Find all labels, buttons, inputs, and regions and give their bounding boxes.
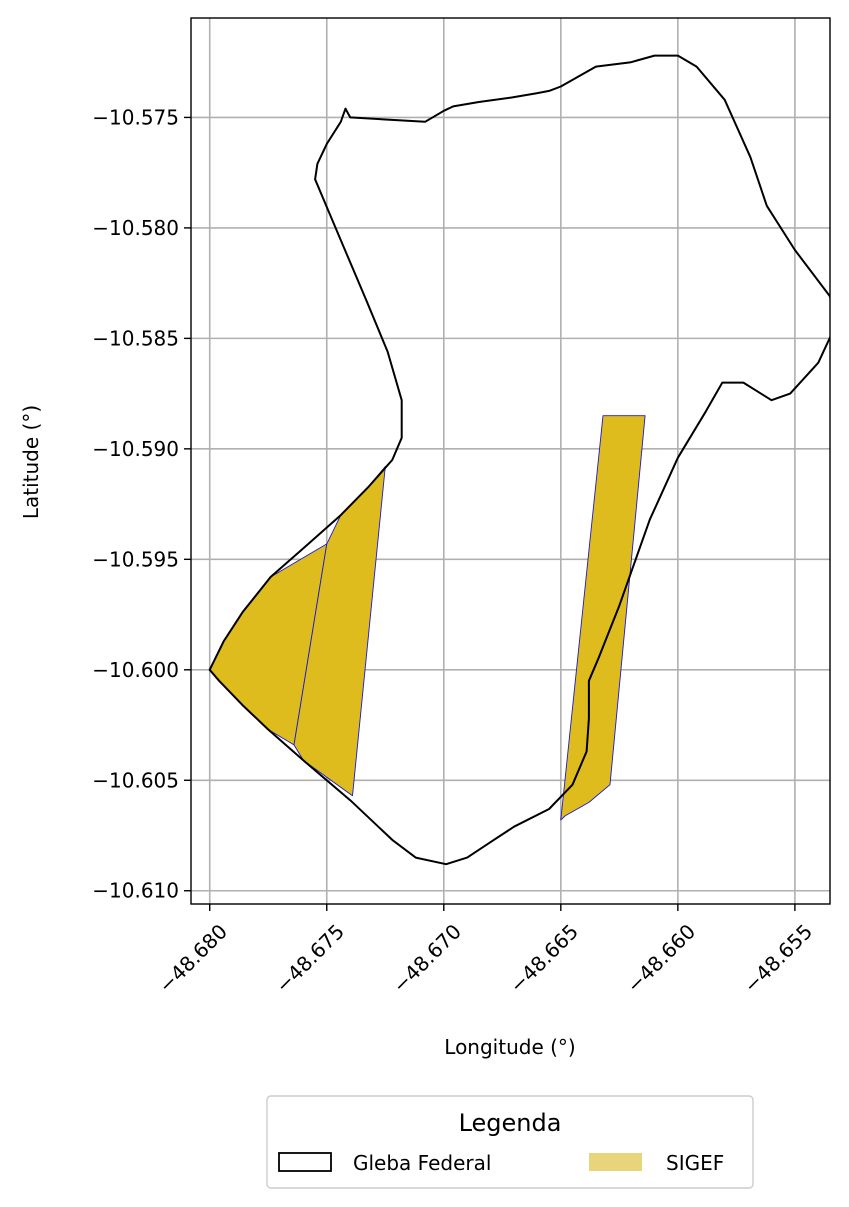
y-tick-label: −10.605: [92, 768, 179, 792]
axis-ticks: −48.680 −48.675 −48.670 −48.665 −48.660 −48.6…: [92, 105, 817, 997]
x-tick-label: −48.670: [388, 919, 466, 997]
grid: [191, 18, 830, 904]
legend: Legenda Gleba Federal SIGEF: [266, 1095, 754, 1189]
x-tick-label: −48.680: [154, 919, 232, 997]
plot-frame: [190, 17, 831, 905]
y-tick-label: −10.590: [92, 437, 179, 461]
gleba-federal-outline: [208, 54, 830, 866]
x-tick-label: −48.660: [622, 919, 700, 997]
y-tick-label: −10.580: [92, 216, 179, 240]
map-layer: [208, 54, 830, 866]
x-tick-label: −48.675: [271, 919, 349, 997]
x-tick-label: −48.655: [739, 919, 817, 997]
x-axis-label: Longitude (°): [444, 1035, 575, 1059]
y-tick-label: −10.575: [92, 105, 179, 129]
sigef-polygon-sigef-east: [560, 415, 646, 821]
y-tick-label: −10.595: [92, 547, 179, 571]
legend-title: Legenda: [459, 1109, 562, 1137]
legend-swatch-sigef: [589, 1153, 642, 1171]
legend-label-gleba-federal: Gleba Federal: [353, 1151, 491, 1175]
legend-swatch-gleba-federal: [278, 1152, 332, 1172]
y-axis-label: Latitude (°): [19, 405, 43, 519]
y-tick-label: −10.600: [92, 658, 179, 682]
x-tick-label: −48.665: [505, 919, 583, 997]
y-tick-label: −10.585: [92, 326, 179, 350]
y-tick-label: −10.610: [92, 879, 179, 903]
legend-label-sigef: SIGEF: [666, 1151, 724, 1175]
